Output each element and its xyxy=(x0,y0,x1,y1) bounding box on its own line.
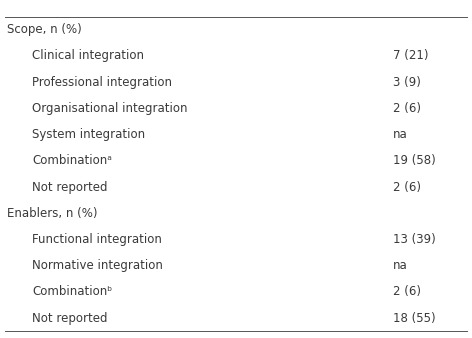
Text: 18 (55): 18 (55) xyxy=(393,312,436,325)
Text: na: na xyxy=(393,259,408,272)
Text: Professional integration: Professional integration xyxy=(33,76,172,89)
Text: 19 (58): 19 (58) xyxy=(393,154,436,167)
Text: 2 (6): 2 (6) xyxy=(393,286,421,298)
Text: Clinical integration: Clinical integration xyxy=(33,49,144,63)
Text: Not reported: Not reported xyxy=(33,312,108,325)
Text: 2 (6): 2 (6) xyxy=(393,180,421,194)
Text: 2 (6): 2 (6) xyxy=(393,102,421,115)
Text: 7 (21): 7 (21) xyxy=(393,49,429,63)
Text: Normative integration: Normative integration xyxy=(33,259,163,272)
Text: Combinationᵇ: Combinationᵇ xyxy=(33,286,113,298)
Text: Scope, n (%): Scope, n (%) xyxy=(7,23,82,36)
Text: 3 (9): 3 (9) xyxy=(393,76,421,89)
Text: System integration: System integration xyxy=(33,128,145,141)
Text: na: na xyxy=(393,128,408,141)
Text: Not reported: Not reported xyxy=(33,180,108,194)
Text: Functional integration: Functional integration xyxy=(33,233,162,246)
Text: Organisational integration: Organisational integration xyxy=(33,102,188,115)
Text: Combinationᵃ: Combinationᵃ xyxy=(33,154,112,167)
Text: 13 (39): 13 (39) xyxy=(393,233,436,246)
Text: Enablers, n (%): Enablers, n (%) xyxy=(7,207,98,220)
